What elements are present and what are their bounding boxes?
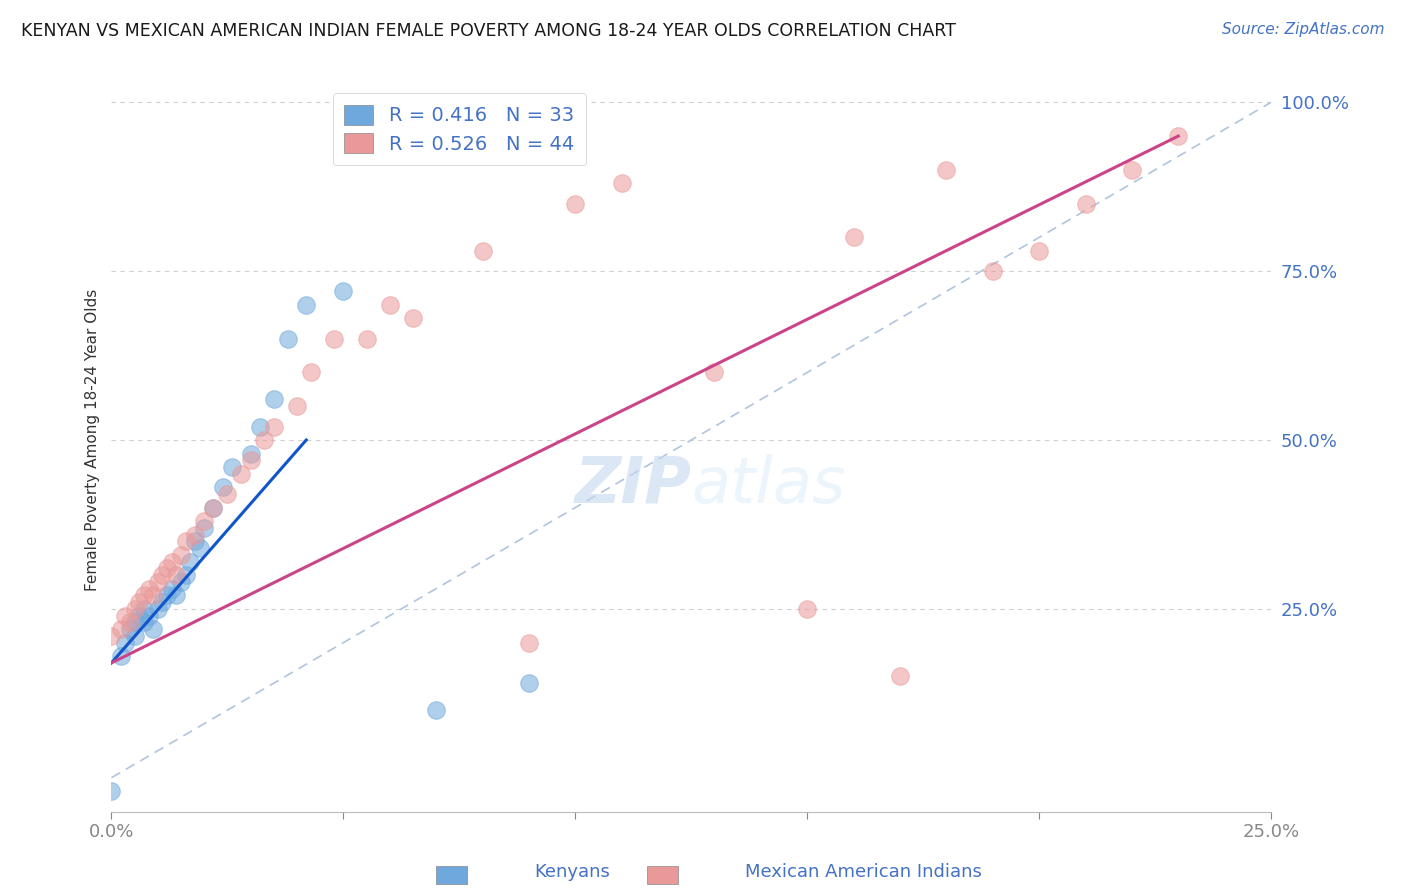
Point (285, 399, 308, 413)
Point (610, 177, 633, 191)
Point (299, 366, 322, 380)
Point (184, 534, 207, 549)
Point (239, 453, 262, 467)
Y-axis label: Female Poverty Among 18-24 Year Olds: Female Poverty Among 18-24 Year Olds (86, 289, 100, 591)
Point (118, 622, 141, 636)
Point (132, 615, 155, 630)
Point (402, 311, 425, 326)
Point (193, 521, 215, 535)
Point (356, 332, 378, 346)
Point (124, 602, 146, 616)
Point (703, 366, 725, 380)
Point (217, 487, 239, 501)
Point (152, 595, 174, 609)
Point (796, 602, 818, 616)
Text: Kenyans: Kenyans (534, 863, 610, 881)
Point (160, 555, 183, 569)
Point (118, 615, 141, 630)
Point (1074, 196, 1097, 211)
Point (378, 298, 401, 312)
Point (253, 433, 276, 447)
Point (174, 568, 197, 582)
Point (249, 419, 271, 434)
Text: Mexican American Indians: Mexican American Indians (745, 863, 981, 881)
Point (263, 419, 285, 434)
Point (221, 460, 243, 475)
Point (202, 500, 225, 515)
Point (124, 615, 146, 630)
Point (128, 608, 150, 623)
Point (981, 264, 1004, 278)
Point (128, 595, 150, 609)
Point (188, 541, 211, 555)
Point (110, 622, 132, 636)
Point (138, 582, 160, 596)
Point (146, 574, 169, 589)
Point (160, 582, 183, 596)
Point (170, 574, 193, 589)
Point (1121, 162, 1143, 177)
Text: Source: ZipAtlas.com: Source: ZipAtlas.com (1222, 22, 1385, 37)
Point (277, 332, 299, 346)
Point (132, 588, 155, 602)
Point (165, 568, 187, 582)
Point (517, 635, 540, 649)
Point (114, 635, 136, 649)
Point (110, 649, 132, 664)
Point (170, 548, 193, 562)
Point (114, 608, 136, 623)
Point (231, 467, 253, 481)
Point (842, 230, 865, 244)
Point (935, 162, 957, 177)
Text: ZIP: ZIP (574, 454, 692, 516)
Point (1028, 244, 1050, 258)
Point (564, 196, 586, 211)
Point (146, 602, 169, 616)
Point (332, 285, 354, 299)
Legend: R = 0.416   N = 33, R = 0.526   N = 44: R = 0.416 N = 33, R = 0.526 N = 44 (333, 93, 586, 165)
Point (174, 534, 197, 549)
Point (152, 568, 174, 582)
Point (295, 298, 318, 312)
Point (179, 555, 201, 569)
Point (211, 480, 233, 494)
Point (471, 244, 494, 258)
Point (156, 561, 179, 575)
Point (156, 588, 179, 602)
Point (132, 602, 155, 616)
Point (100, 629, 122, 643)
Point (239, 446, 262, 460)
Point (165, 588, 187, 602)
Point (193, 514, 215, 528)
Point (142, 588, 165, 602)
Point (263, 392, 285, 407)
Point (517, 676, 540, 690)
Point (100, 784, 122, 798)
Text: atlas: atlas (692, 454, 845, 516)
Point (425, 703, 447, 717)
Point (1167, 129, 1189, 144)
Point (124, 629, 146, 643)
Text: KENYAN VS MEXICAN AMERICAN INDIAN FEMALE POVERTY AMONG 18-24 YEAR OLDS CORRELATI: KENYAN VS MEXICAN AMERICAN INDIAN FEMALE… (21, 22, 956, 40)
Point (202, 500, 225, 515)
Point (323, 332, 346, 346)
Point (142, 622, 165, 636)
Point (184, 527, 207, 541)
Point (889, 669, 911, 683)
Point (138, 608, 160, 623)
